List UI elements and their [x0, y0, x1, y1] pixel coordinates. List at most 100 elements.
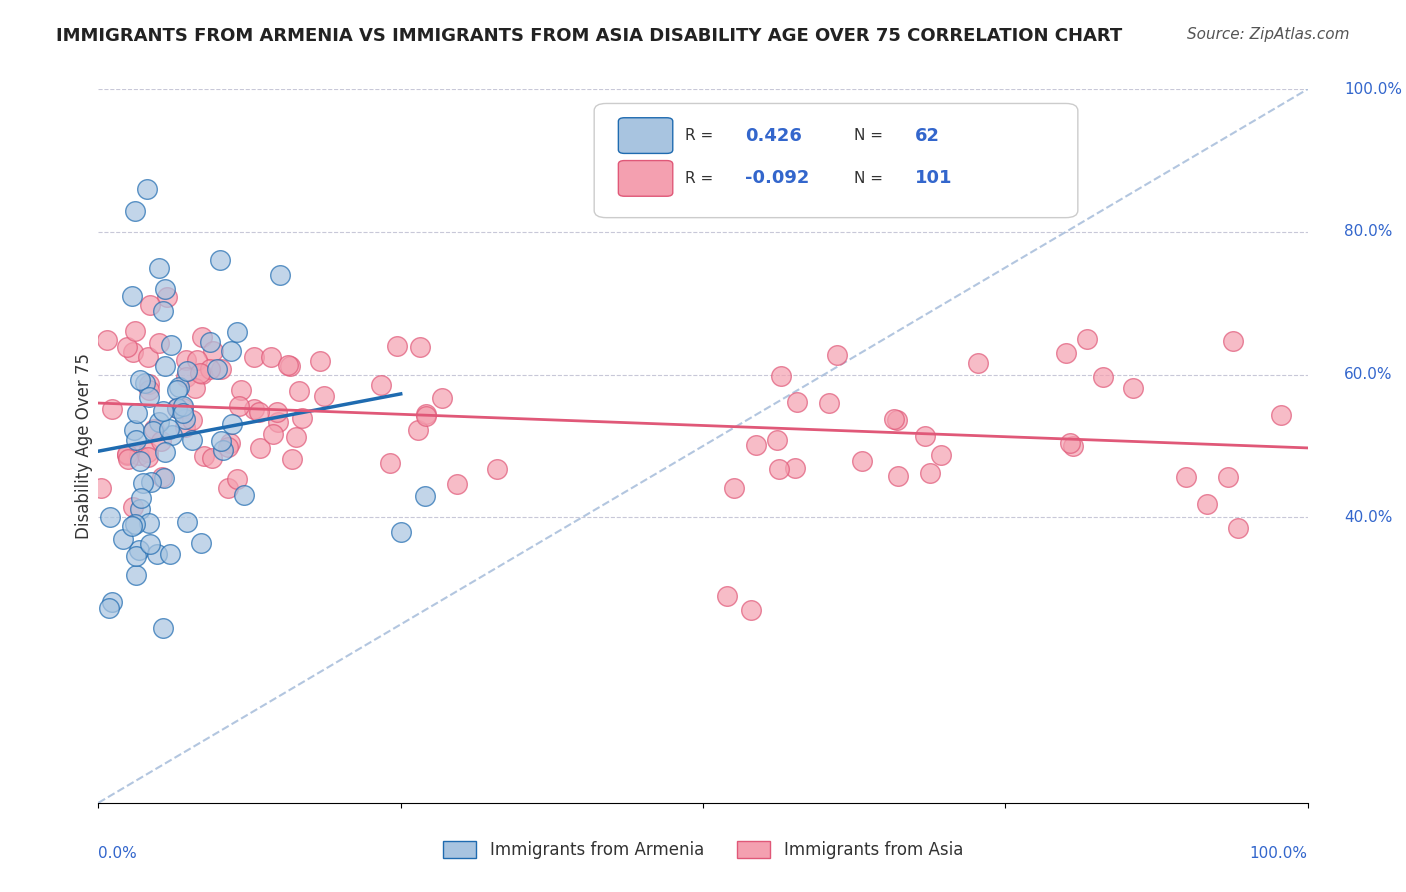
Point [134, 376, 156, 391]
Point [208, 253, 231, 268]
Point [249, 441, 271, 455]
Point [1062, 439, 1084, 453]
Text: 80.0%: 80.0% [1344, 225, 1392, 239]
Point [166, 383, 188, 397]
Point [1218, 470, 1240, 484]
Point [929, 448, 952, 462]
Text: -0.092: -0.092 [745, 169, 810, 187]
Point [159, 547, 181, 561]
Point [124, 203, 146, 218]
Point [817, 396, 839, 410]
Point [485, 461, 508, 475]
Point [415, 407, 437, 421]
Point [202, 344, 225, 359]
Point [1222, 334, 1244, 349]
Point [886, 413, 908, 427]
Point [148, 336, 170, 351]
Point [219, 343, 242, 358]
Point [269, 268, 291, 282]
Point [277, 358, 299, 372]
Point [139, 475, 162, 489]
Point [226, 472, 249, 486]
Point [169, 380, 191, 394]
Point [228, 399, 250, 413]
Text: N =: N = [855, 128, 883, 143]
Point [217, 441, 239, 455]
Point [229, 383, 252, 397]
Point [129, 491, 152, 505]
Point [190, 330, 212, 344]
Point [150, 469, 173, 483]
Point [146, 547, 169, 561]
Point [205, 362, 228, 376]
Point [266, 405, 288, 419]
Point [291, 410, 314, 425]
Point [226, 325, 249, 339]
Point [785, 461, 807, 475]
Point [209, 434, 232, 449]
Point [121, 288, 143, 302]
Point [406, 423, 429, 437]
Point [142, 422, 165, 436]
Point [98, 600, 121, 615]
Point [770, 369, 793, 384]
Point [243, 351, 266, 365]
Point [153, 359, 176, 373]
Point [1226, 521, 1249, 535]
Text: R =: R = [685, 171, 713, 186]
Point [176, 364, 198, 378]
Point [1122, 381, 1144, 395]
Point [281, 451, 304, 466]
Point [883, 412, 905, 426]
Point [217, 481, 239, 495]
Point [115, 447, 138, 461]
Legend: Immigrants from Armenia, Immigrants from Asia: Immigrants from Armenia, Immigrants from… [436, 834, 970, 866]
Text: 0.426: 0.426 [745, 127, 803, 145]
Point [136, 445, 159, 459]
Point [101, 595, 124, 609]
Point [430, 391, 453, 405]
Point [156, 290, 179, 304]
Point [157, 422, 180, 436]
Point [138, 536, 160, 550]
Point [172, 406, 194, 420]
Point [190, 535, 212, 549]
Point [129, 373, 152, 387]
Text: N =: N = [855, 171, 883, 186]
Point [886, 469, 908, 483]
Point [149, 434, 172, 448]
Text: 100.0%: 100.0% [1250, 846, 1308, 861]
Point [786, 395, 808, 409]
Point [966, 356, 988, 370]
Point [136, 450, 159, 464]
Text: 62: 62 [915, 127, 939, 145]
Point [181, 412, 204, 426]
Point [101, 401, 124, 416]
Point [138, 390, 160, 404]
Point [176, 516, 198, 530]
Point [309, 354, 332, 368]
Text: 60.0%: 60.0% [1344, 368, 1392, 382]
Point [851, 453, 873, 467]
Point [128, 454, 150, 468]
Point [1195, 498, 1218, 512]
Point [138, 297, 160, 311]
Text: Source: ZipAtlas.com: Source: ZipAtlas.com [1187, 27, 1350, 42]
Point [128, 542, 150, 557]
Point [284, 430, 307, 444]
Point [98, 510, 121, 524]
Point [723, 481, 745, 495]
Point [389, 524, 412, 539]
Point [1054, 346, 1077, 360]
Text: 101: 101 [915, 169, 952, 187]
Point [115, 448, 138, 462]
Point [153, 471, 176, 485]
Point [138, 376, 160, 391]
Point [1092, 370, 1115, 384]
FancyBboxPatch shape [619, 161, 672, 196]
Point [138, 384, 160, 398]
Point [124, 517, 146, 532]
Point [122, 423, 145, 437]
Point [920, 466, 942, 480]
Point [172, 401, 194, 416]
